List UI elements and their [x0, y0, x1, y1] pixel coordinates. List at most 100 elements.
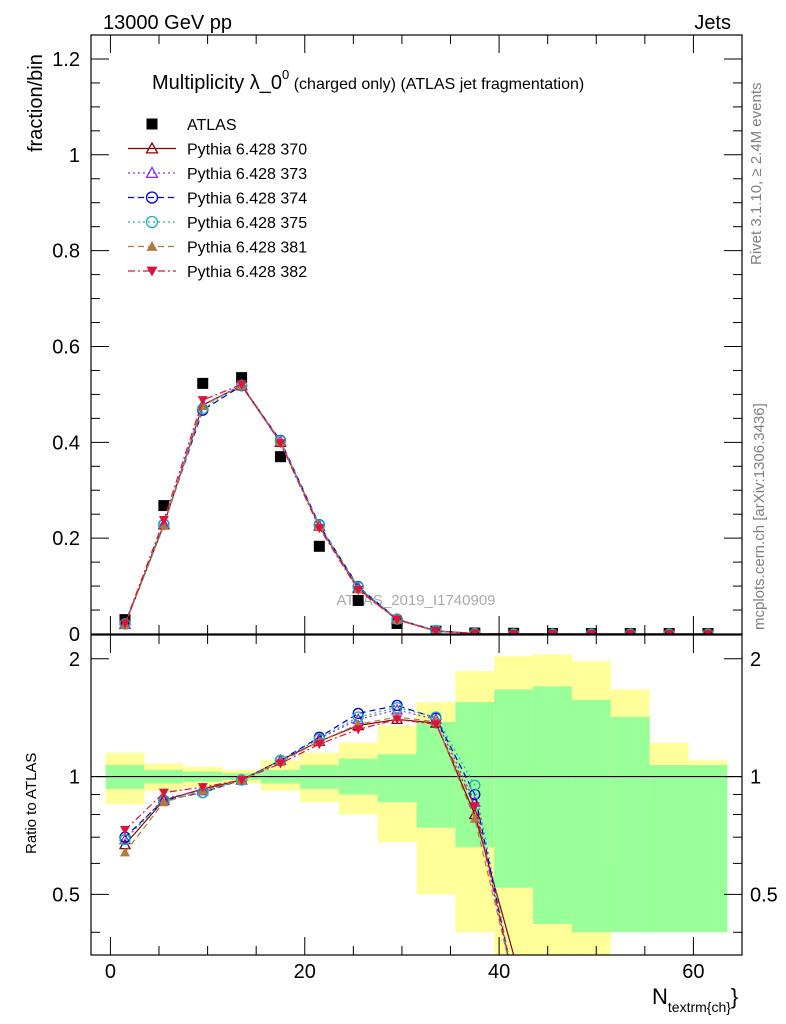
- uncertainty-band-inner: [571, 699, 611, 933]
- uncertainty-band-inner: [416, 721, 456, 828]
- uncertainty-band-inner: [533, 686, 572, 925]
- main-data-point: [158, 515, 169, 525]
- legend-marker: [145, 215, 159, 229]
- ratio-y-tick-label: 0.5: [52, 884, 80, 906]
- x-tick-label: 60: [682, 961, 704, 983]
- main-data-point: [158, 520, 169, 530]
- ratio-frame: [90, 634, 743, 956]
- legend-marker: [146, 241, 158, 251]
- main-panel: ATLAS_2019_I1740909 0 0.2 0.4 0.6 0.8 1 1.2 fr…: [25, 34, 743, 646]
- header-energy: 13000 GeV pp: [103, 12, 232, 34]
- uncertainty-band-inner: [377, 754, 417, 803]
- legend-entry: Pythia 6.428 373: [128, 166, 307, 183]
- main-data-point: [274, 451, 286, 463]
- ratio-data-point: [158, 797, 169, 807]
- main-data-point: [314, 524, 325, 534]
- main-y-tick-label: 1: [69, 145, 80, 167]
- main-series-6: [120, 380, 713, 634]
- ratio-data-point: [469, 802, 480, 812]
- main-data-point: [197, 396, 208, 406]
- legend-label: Pythia 6.428 381: [187, 240, 307, 257]
- ratio-y-tick-label: 2: [69, 649, 80, 671]
- legend-marker: [145, 166, 159, 179]
- main-series-line: [124, 384, 708, 634]
- x-tick-label: 40: [488, 961, 510, 983]
- x-tick-label: 20: [294, 961, 316, 983]
- main-data-point: [158, 500, 170, 512]
- main-y-tick-label: 0.4: [52, 432, 80, 454]
- ratio-data-point: [158, 788, 169, 798]
- legend-entry: ATLAS: [146, 117, 237, 134]
- main-data-point: [236, 372, 248, 384]
- legend-entry: Pythia 6.428 370: [128, 142, 307, 159]
- main-series-line: [124, 384, 708, 634]
- main-data-point: [197, 377, 209, 389]
- chart-title-sup: 0: [282, 67, 289, 82]
- main-data-point: [625, 630, 636, 634]
- ratio-data-point: [118, 833, 132, 845]
- ratio-data-point: [469, 788, 481, 801]
- main-data-point: [120, 619, 131, 629]
- ratio-data-point: [120, 826, 131, 836]
- main-data-point: [352, 594, 364, 606]
- analysis-watermark: ATLAS_2019_I1740909: [336, 592, 495, 609]
- main-data-point: [702, 630, 713, 634]
- ratio-y-tick-label-right: 0.5: [750, 884, 778, 906]
- ratio-y-tick-label: 1: [69, 767, 80, 789]
- main-data-point: [664, 630, 675, 634]
- ratio-series-line: [124, 718, 509, 955]
- ratio-data-point: [120, 847, 131, 857]
- ratio-data-point: [469, 813, 480, 823]
- main-data-point: [508, 630, 519, 634]
- main-y-tick-label: 0: [69, 624, 80, 646]
- legend: ATLAS Pythia 6.428 370 Pythia 6.428 373 Pyt…: [128, 117, 307, 281]
- ratio-plot-area: [91, 654, 742, 955]
- legend-entry: Pythia 6.428 381: [128, 240, 307, 257]
- ratio-y-tick-label-right: 1: [750, 767, 761, 789]
- uncertainty-band-inner: [688, 765, 728, 933]
- main-y-tick-label: 0.2: [52, 528, 80, 550]
- ratio-data-point: [314, 740, 325, 750]
- main-data-point: [469, 629, 480, 634]
- ratio-data-point: [353, 725, 364, 735]
- uncertainty-band-inner: [610, 716, 650, 933]
- legend-label: Pythia 6.428 373: [187, 166, 307, 183]
- ratio-series-5: [120, 715, 509, 955]
- ratio-data-point: [352, 707, 364, 720]
- legend-label: Pythia 6.428 375: [187, 215, 307, 232]
- legend-label: Pythia 6.428 382: [187, 264, 307, 281]
- ratio-y-tick-label-right: 2: [750, 649, 761, 671]
- main-data-point: [547, 630, 558, 634]
- legend-marker: [146, 118, 158, 130]
- main-ylabel: fraction/bin: [25, 54, 47, 152]
- main-data-point: [313, 540, 325, 552]
- main-y-tick-label: 0.6: [52, 336, 80, 358]
- ratio-data-point: [275, 759, 286, 769]
- ratio-y-axis: 0.5 0.5 1 1 2 2: [52, 649, 778, 933]
- legend-entry: Pythia 6.428 375: [128, 215, 307, 232]
- chart-title: Multiplicity λ_00 (charged only) (ATLAS …: [152, 67, 584, 94]
- main-y-tick-label: 0.8: [52, 241, 80, 263]
- rivet-label: Rivet 3.1.10, ≥ 2.4M events: [748, 83, 765, 266]
- main-data-point: [353, 585, 364, 595]
- main-plot-area: [118, 372, 714, 634]
- main-data-point: [430, 627, 441, 634]
- x-axis-label-sub: textrm{ch}: [668, 999, 731, 1015]
- ratio-data-point: [392, 715, 403, 725]
- main-data-point: [119, 618, 131, 630]
- x-tick-label: 0: [105, 961, 116, 983]
- chart-title-rest: (charged only) (ATLAS jet fragmentation): [289, 76, 584, 93]
- legend-entry: Pythia 6.428 374: [128, 191, 307, 208]
- legend-label: ATLAS: [187, 117, 237, 134]
- header-jets: Jets: [694, 12, 731, 34]
- main-data-point: [392, 615, 403, 625]
- uncertainty-band-inner: [455, 702, 495, 848]
- legend-marker: [146, 266, 158, 277]
- ratio-data-point: [430, 720, 441, 730]
- uncertainty-band-inner: [649, 765, 689, 933]
- x-axis: 0 20 40 60: [105, 35, 705, 983]
- main-data-point: [586, 630, 597, 634]
- mcplots-label: mcplots.cern.ch [arXiv:1306.3436]: [751, 403, 768, 630]
- legend-label: Pythia 6.428 374: [187, 191, 307, 208]
